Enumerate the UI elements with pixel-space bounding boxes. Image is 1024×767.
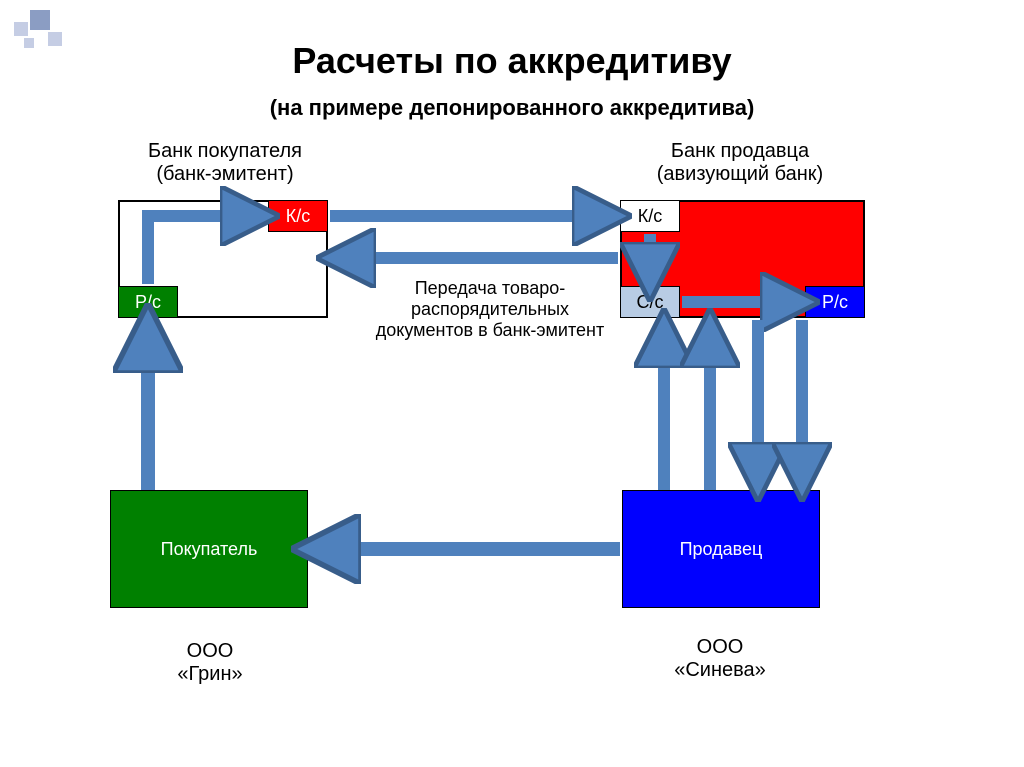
middle-text-line2: распорядительных xyxy=(360,299,620,320)
seller-company-line1: ООО xyxy=(660,636,780,659)
seller-bank-label: Банк продавца (авизующий банк) xyxy=(595,140,885,186)
seller-bank-rs-account: Р/с xyxy=(805,286,865,318)
buyer-bank-rs-account: Р/с xyxy=(118,286,178,318)
buyer-company-line2: «Грин» xyxy=(150,663,270,686)
buyer-company-line1: ООО xyxy=(150,640,270,663)
seller-box: Продавец xyxy=(622,490,820,608)
subtitle: (на примере депонированного аккредитива) xyxy=(0,95,1024,121)
seller-bank-ss-account: С/с xyxy=(620,286,680,318)
buyer-bank-ks-account: К/с xyxy=(268,200,328,232)
buyer-box: Покупатель xyxy=(110,490,308,608)
seller-company-line2: «Синева» xyxy=(660,659,780,682)
seller-bank-ks-account: К/с xyxy=(620,200,680,232)
buyer-bank-label: Банк покупателя (банк-эмитент) xyxy=(90,140,360,186)
seller-company-label: ООО «Синева» xyxy=(660,636,780,682)
buyer-company-label: ООО «Грин» xyxy=(150,640,270,686)
middle-text-line3: документов в банк-эмитент xyxy=(360,320,620,341)
seller-bank-label-line2: (авизующий банк) xyxy=(595,163,885,186)
main-title: Расчеты по аккредитиву xyxy=(0,40,1024,82)
middle-text-line1: Передача товаро- xyxy=(360,278,620,299)
middle-text: Передача товаро- распорядительных докуме… xyxy=(360,278,620,341)
buyer-bank-label-line2: (банк-эмитент) xyxy=(90,163,360,186)
buyer-bank-label-line1: Банк покупателя xyxy=(90,140,360,163)
seller-bank-label-line1: Банк продавца xyxy=(595,140,885,163)
